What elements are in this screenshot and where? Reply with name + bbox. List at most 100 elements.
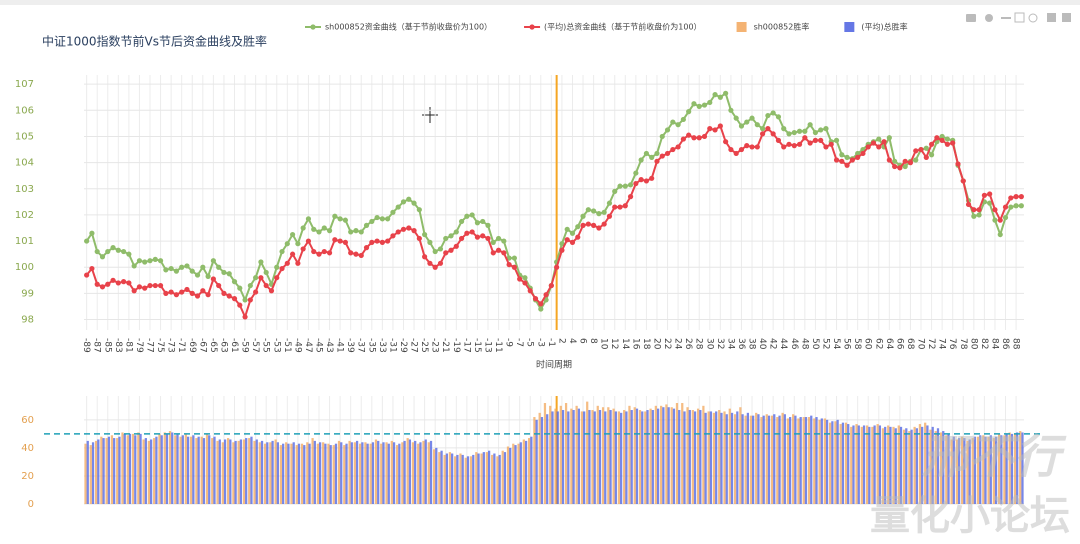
point: [406, 196, 412, 202]
point: [226, 271, 232, 277]
bar: [847, 424, 850, 504]
bar: [153, 438, 156, 504]
bar: [364, 442, 367, 504]
bar: [583, 411, 586, 504]
point: [675, 144, 681, 150]
point: [728, 107, 734, 113]
bar: [564, 403, 568, 504]
bar: [617, 411, 621, 504]
bar: [789, 417, 792, 504]
bar: [760, 417, 763, 504]
zoom-icon[interactable]: [985, 14, 993, 22]
select-icon[interactable]: [1014, 12, 1025, 23]
point: [686, 132, 692, 138]
x-tick-label: 62: [873, 338, 883, 349]
point: [923, 145, 929, 151]
point: [99, 254, 106, 260]
bar: [757, 414, 760, 504]
series-line: [85, 124, 1022, 320]
point: [881, 139, 887, 145]
point: [126, 251, 132, 257]
bar: [961, 436, 964, 504]
camera-icon[interactable]: [966, 14, 976, 22]
point: [717, 123, 723, 129]
legend-label: (平均)总资金曲线（基于节前收盘价为100）: [544, 22, 702, 32]
bar: [271, 440, 274, 504]
bar: [746, 412, 749, 504]
bar: [218, 439, 221, 504]
point: [411, 228, 417, 234]
lasso-icon[interactable]: [1028, 13, 1038, 23]
bar: [401, 442, 404, 504]
bar: [248, 438, 251, 504]
bar: [546, 414, 549, 504]
bar: [635, 408, 639, 504]
point: [733, 115, 739, 121]
bar: [955, 439, 958, 504]
point: [89, 265, 95, 272]
point: [744, 143, 750, 149]
bar: [868, 426, 871, 504]
point: [1018, 203, 1024, 209]
legend-swatch: [736, 22, 747, 32]
bar: [456, 454, 459, 504]
bar: [982, 435, 985, 504]
zoom-out-icon[interactable]: [1062, 13, 1071, 22]
bar: [308, 443, 311, 504]
toolbar[interactable]: [966, 12, 1071, 23]
point: [316, 251, 322, 257]
bar: [519, 442, 522, 504]
point: [754, 122, 760, 128]
bar: [427, 442, 430, 504]
point: [179, 289, 185, 295]
bar: [971, 438, 974, 504]
bar: [672, 408, 676, 504]
bar: [340, 442, 343, 504]
bar: [649, 408, 652, 504]
point: [295, 260, 301, 266]
x-tick-label: 14: [620, 338, 630, 350]
bar: [1013, 433, 1017, 504]
point: [907, 160, 914, 166]
point: [749, 144, 755, 150]
bar: [94, 440, 98, 504]
x-tick-label: -49: [292, 338, 302, 353]
bar: [477, 453, 480, 504]
bar: [343, 445, 346, 504]
point: [828, 141, 834, 147]
bar: [306, 442, 309, 504]
legend-swatch-dot: [529, 24, 535, 30]
pan-icon[interactable]: [1001, 17, 1011, 19]
point: [796, 141, 803, 147]
point: [168, 289, 174, 295]
point: [400, 226, 407, 232]
point: [744, 119, 750, 125]
point: [342, 217, 349, 223]
point: [897, 165, 903, 171]
point: [649, 175, 655, 181]
point: [812, 129, 819, 136]
x-tick-label: -27: [409, 338, 419, 353]
bar: [517, 443, 520, 504]
bar: [825, 419, 829, 504]
point: [194, 272, 201, 278]
x-tick-label: -39: [345, 338, 355, 353]
point: [585, 207, 591, 213]
point: [110, 277, 116, 283]
point: [807, 122, 813, 128]
x-tick-label: 82: [979, 338, 989, 349]
bar: [829, 422, 832, 504]
point: [385, 238, 391, 244]
bar: [126, 435, 129, 504]
point: [432, 264, 438, 270]
bar: [374, 439, 378, 504]
point: [633, 170, 639, 176]
bar: [451, 453, 454, 504]
zoom-in-icon[interactable]: [1047, 13, 1056, 22]
point: [691, 135, 697, 141]
bar: [556, 411, 559, 504]
bar: [979, 435, 982, 504]
y-tick-label: 0: [28, 499, 34, 510]
x-tick-label: -9: [504, 338, 514, 347]
x-tick-label: 54: [831, 338, 841, 350]
